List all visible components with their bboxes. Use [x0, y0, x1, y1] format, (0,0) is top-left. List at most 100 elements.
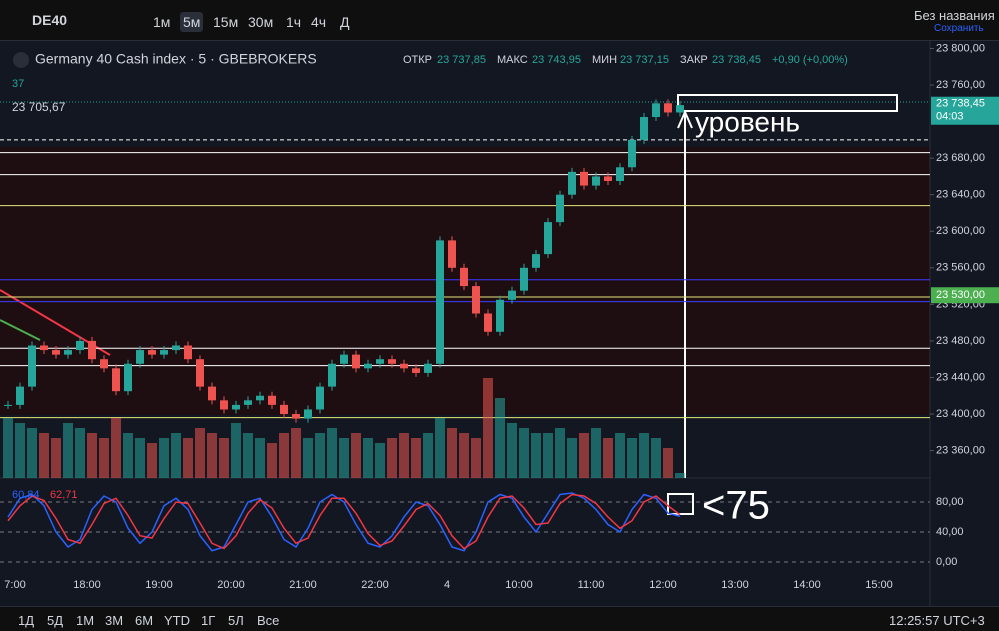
- range-button[interactable]: 5Л: [228, 613, 244, 628]
- volume-bar: [483, 378, 493, 478]
- interval-button[interactable]: 30м: [248, 14, 274, 30]
- y-tick-label: 40,00: [936, 526, 964, 538]
- stoch-d: [7, 493, 681, 550]
- candle-body: [244, 400, 252, 405]
- range-button[interactable]: 6М: [135, 613, 154, 628]
- legend-open-label: ОТКР: [403, 54, 432, 66]
- candle-body: [292, 414, 300, 419]
- x-tick-label: 14:00: [793, 579, 821, 591]
- interval-button[interactable]: 1ч: [286, 14, 302, 30]
- volume-bar: [639, 433, 649, 478]
- candle-body: [652, 103, 660, 118]
- range-button[interactable]: 5Д: [47, 613, 64, 628]
- candle-body: [256, 395, 264, 401]
- range-button[interactable]: 1Г: [201, 613, 216, 628]
- volume-bar: [615, 433, 625, 478]
- volume-bar: [627, 438, 637, 478]
- volume-bar: [663, 448, 673, 478]
- volume-bar: [555, 428, 565, 478]
- candle-body: [340, 354, 348, 364]
- range-button[interactable]: 1Д: [18, 613, 35, 628]
- x-tick-label: 15:00: [865, 579, 893, 591]
- volume-bar: [459, 433, 469, 478]
- candle-body: [172, 345, 180, 351]
- y-tick-label: 23 440,00: [936, 371, 985, 383]
- volume-bar: [387, 438, 397, 478]
- legend-close-label: ЗАКР: [680, 54, 708, 66]
- candle-body: [676, 105, 684, 113]
- candle-body: [424, 363, 432, 373]
- y-tick-label: 23 760,00: [936, 79, 985, 91]
- volume-bar: [147, 443, 157, 478]
- candle-body: [604, 176, 612, 181]
- y-tick-label: 23 800,00: [936, 42, 985, 54]
- candle-body: [280, 404, 288, 415]
- candle-body: [328, 363, 336, 387]
- candle-body: [208, 386, 216, 401]
- volume-bar: [171, 433, 181, 478]
- range-button[interactable]: 1М: [76, 613, 95, 628]
- volume-bar: [255, 438, 265, 478]
- annotation: уровень: [695, 106, 800, 137]
- volume-bar: [351, 433, 361, 478]
- y-tick-label: 23 360,00: [936, 444, 985, 456]
- candle-body: [664, 103, 672, 113]
- symbol[interactable]: DE40: [32, 12, 68, 28]
- bottom-bar: 1Д 5Д 1М 3М 6М YTD 1Г 5Л Все 12:25:57 UTC+3: [0, 606, 999, 631]
- candle-body: [460, 267, 468, 287]
- candle-body: [304, 409, 312, 419]
- last-price-badge: [931, 96, 999, 125]
- stoch-k-value: 60,84: [12, 489, 40, 501]
- layout-name[interactable]: Без названия: [914, 8, 995, 23]
- candle-body: [568, 171, 576, 195]
- candle-body: [628, 139, 636, 168]
- candle-body: [112, 368, 120, 392]
- interval-button[interactable]: 5м: [180, 12, 204, 32]
- volume-bar: [423, 433, 433, 478]
- volume-bar: [327, 428, 337, 478]
- candle-body: [496, 299, 504, 332]
- volume-bar: [39, 433, 49, 478]
- y-tick-label: 0,00: [936, 556, 957, 568]
- legend-high: 23 743,95: [532, 54, 581, 66]
- range-button[interactable]: YTD: [164, 613, 190, 628]
- volume-bar: [507, 423, 517, 478]
- volume-bar: [243, 433, 253, 478]
- highlight-box: [677, 94, 898, 112]
- candle-body: [352, 354, 360, 369]
- candle-body: [40, 345, 48, 351]
- legend-close: 23 738,45: [712, 54, 761, 66]
- toolbar: DE40 1м 5м 15м 30м 1ч 4ч Д Без названия Сохран…: [0, 0, 999, 41]
- highlight-box: [667, 493, 694, 515]
- candle-body: [388, 359, 396, 364]
- range-button[interactable]: 3М: [105, 613, 124, 628]
- clock: 12:25:57 UTC+3: [889, 613, 985, 628]
- interval-button[interactable]: 4ч: [311, 14, 327, 30]
- range-button[interactable]: Все: [257, 613, 280, 628]
- candle-body: [400, 363, 408, 369]
- volume-bar: [339, 438, 349, 478]
- volume-bar: [123, 433, 133, 478]
- countdown: 04:03: [936, 111, 964, 123]
- interval-button[interactable]: 15м: [213, 14, 239, 30]
- arrow-head: [677, 109, 693, 129]
- volume-bar: [87, 433, 97, 478]
- candle-body: [616, 167, 624, 181]
- candle-body: [232, 404, 240, 410]
- candle-body: [88, 340, 96, 360]
- volume-bar: [63, 423, 73, 478]
- volume-bar: [363, 438, 373, 478]
- interval-button[interactable]: Д: [340, 14, 350, 30]
- candle-body: [4, 404, 12, 406]
- volume-bar: [207, 433, 217, 478]
- candle-body: [640, 117, 648, 140]
- volume-bar: [651, 438, 661, 478]
- volume-bar: [159, 438, 169, 478]
- volume-bar: [291, 428, 301, 478]
- candle-body: [268, 395, 276, 405]
- interval-button[interactable]: 1м: [153, 14, 171, 30]
- volume-bar: [495, 398, 505, 478]
- candle-body: [220, 400, 228, 410]
- candle-body: [376, 359, 384, 364]
